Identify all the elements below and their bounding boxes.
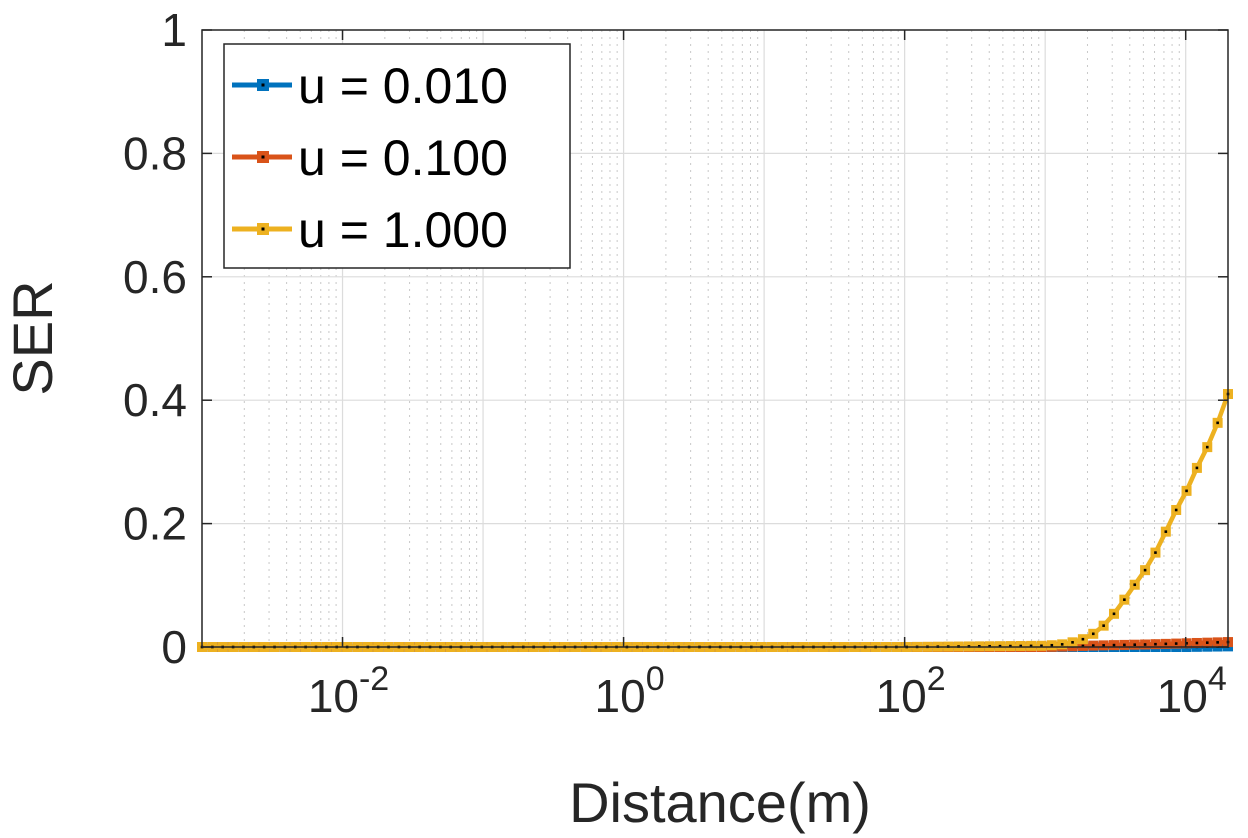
data-point-center (1123, 643, 1126, 647)
data-point-center (1081, 644, 1085, 648)
data-point-center (1102, 624, 1105, 627)
legend-label: u = 1.000 (298, 202, 508, 258)
data-point-center (1143, 568, 1147, 572)
data-point-center (1133, 583, 1137, 587)
x-tick-label: 10-2 (308, 660, 389, 722)
data-point-center (1205, 445, 1209, 449)
data-point-center (998, 644, 1002, 648)
legend-label: u = 0.010 (298, 58, 508, 114)
data-point-center (1112, 612, 1116, 616)
data-point-center (1205, 641, 1209, 644)
data-point-center (1112, 643, 1116, 647)
legend-entry-2: u = 0.100 (232, 130, 508, 186)
legend-swatch-center (261, 83, 265, 87)
x-tick-label: 102 (876, 660, 946, 722)
data-point-center (1029, 644, 1033, 648)
data-point-center (1050, 643, 1054, 647)
data-point-center (1154, 551, 1157, 554)
grid-lines (201, 29, 1229, 648)
legend-swatch-center (261, 227, 265, 231)
y-tick-label: 0.4 (123, 374, 187, 426)
x-tick-label: 104 (1157, 660, 1227, 722)
legend: u = 0.010 u = 0.100 u = 1.000 (223, 43, 571, 269)
y-tick-label: 0.2 (123, 498, 187, 550)
data-point-center (1185, 489, 1188, 493)
data-point-center (1102, 644, 1105, 647)
data-point-center (1019, 644, 1023, 648)
axes-box (201, 29, 1229, 648)
data-point-center (1091, 644, 1095, 647)
data-point-center (1164, 530, 1168, 533)
data-point-center (1185, 641, 1188, 645)
data-point-center (1123, 598, 1126, 601)
data-point-center (1195, 641, 1199, 645)
y-tick-label: 0 (161, 621, 187, 673)
data-point-center (1091, 632, 1095, 636)
data-point-center (1040, 644, 1043, 648)
x-axis-title: Distance(m) (569, 771, 871, 834)
data-point-center (1174, 508, 1178, 512)
legend-label: u = 0.100 (298, 130, 508, 186)
y-tick-label: 1 (161, 4, 187, 56)
data-point-center (1174, 642, 1178, 645)
data-point-center (1216, 421, 1219, 425)
x-tick-labels: 10-2 100 102 104 (308, 660, 1227, 722)
axis-ticks (202, 29, 1228, 648)
data-point-center (1154, 642, 1157, 646)
data-point-center (1133, 643, 1137, 647)
legend-entry-3: u = 1.000 (232, 202, 508, 258)
data-point-center (1195, 466, 1199, 470)
data-point-center (1164, 642, 1168, 646)
y-axis-title: SER (1, 280, 64, 395)
y-tick-label: 0.6 (123, 251, 187, 303)
data-point-center (1143, 643, 1147, 646)
data-point-center (1060, 643, 1064, 646)
data-point-center (1216, 641, 1219, 644)
legend-swatch-center (261, 155, 265, 159)
data-point-center (1081, 637, 1085, 641)
x-tick-label: 100 (595, 660, 665, 722)
legend-entry-1: u = 0.010 (232, 58, 508, 114)
data-point-center (1071, 641, 1074, 644)
y-tick-labels: 0 0.2 0.4 0.6 0.8 1 (123, 4, 187, 673)
y-tick-label: 0.8 (123, 127, 187, 179)
data-point-center (1009, 644, 1012, 648)
